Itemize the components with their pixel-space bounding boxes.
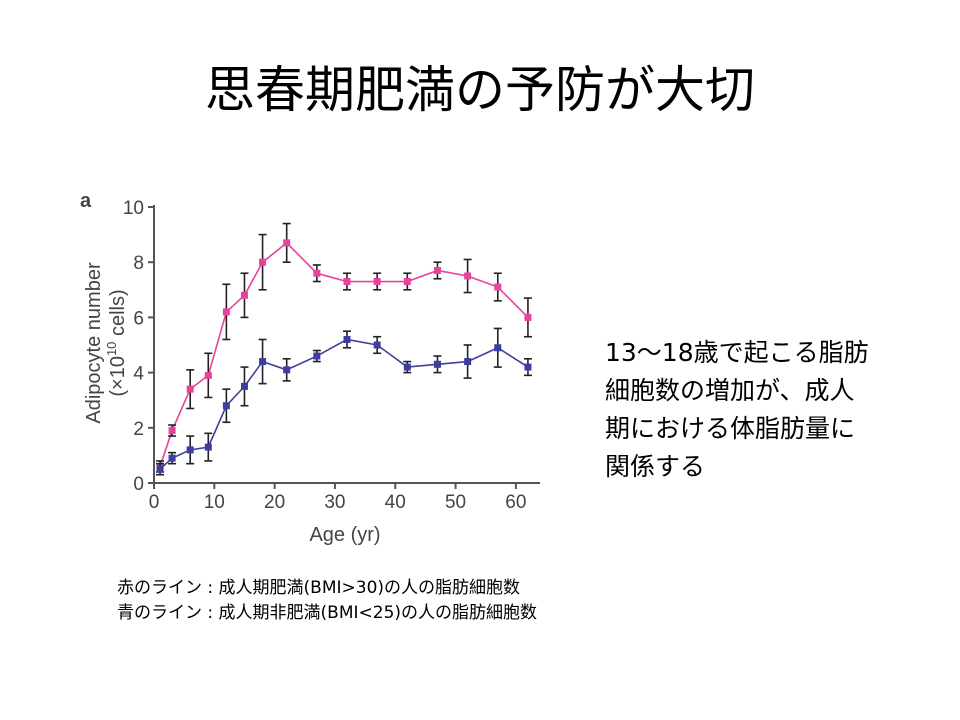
y-axis-title-line1: Adipocyte number	[83, 262, 105, 424]
side-note-line: 細胞数の増加が、成人	[605, 376, 855, 405]
data-point	[464, 358, 472, 366]
legend-line-red: 赤のライン : 成人期肥満(BMI>30)の人の脂肪細胞数	[117, 578, 521, 598]
x-axis-title: Age (yr)	[309, 524, 380, 546]
data-point	[222, 402, 230, 410]
slide-title: 思春期肥満の予防が大切	[205, 61, 755, 119]
y-tick-label: 6	[133, 308, 144, 329]
data-point	[433, 360, 441, 368]
data-point	[524, 313, 532, 321]
data-point	[240, 382, 248, 390]
legend-note: 赤のライン : 成人期肥満(BMI>30)の人の脂肪細胞数 青のライン : 成人…	[117, 576, 537, 626]
data-point	[403, 363, 411, 371]
plot-area: 0 2 4 6 8 10 0 10 20 30 40 50 60	[123, 198, 540, 513]
data-point	[343, 278, 351, 286]
data-point	[186, 446, 194, 454]
data-point	[343, 335, 351, 343]
series-line-0	[159, 241, 529, 467]
y-tick-label: 8	[133, 253, 144, 274]
panel-label: a	[80, 190, 92, 212]
x-tick-label: 0	[149, 492, 160, 513]
data-point	[259, 258, 267, 266]
x-tick-label: 20	[264, 492, 285, 513]
data-point	[524, 363, 532, 371]
data-point	[313, 269, 321, 277]
data-point	[433, 266, 441, 274]
data-point	[222, 308, 230, 316]
adipocyte-chart: a Adipocyte number (×1010 cells) 0 2 4 6 8 10…	[80, 190, 540, 546]
data-point	[168, 454, 176, 462]
data-point	[283, 239, 291, 247]
side-note-line: 期における体脂肪量に	[605, 414, 856, 443]
y-tick-label: 2	[133, 419, 144, 440]
data-point	[403, 278, 411, 286]
y-axis-title: Adipocyte number (×1010 cells)	[83, 262, 129, 424]
data-point	[259, 358, 267, 366]
side-note-line: 関係する	[605, 452, 706, 481]
data-point	[313, 352, 321, 360]
data-point	[494, 283, 502, 291]
data-point	[373, 278, 381, 286]
y-tick-label: 0	[133, 474, 144, 495]
data-point	[494, 344, 502, 352]
data-point	[204, 443, 212, 451]
data-point	[168, 427, 176, 435]
legend-line-blue: 青のライン : 成人期非肥満(BMI<25)の人の脂肪細胞数	[117, 603, 538, 623]
x-tick-label: 60	[505, 492, 526, 513]
x-tick-label: 10	[204, 492, 225, 513]
series-line-1	[159, 338, 529, 470]
side-note: 13～18歳で起こる脂肪 細胞数の増加が、成人 期における体脂肪量に 関係する	[605, 334, 935, 486]
x-tick-label: 50	[445, 492, 466, 513]
y-tick-label: 4	[133, 364, 144, 385]
y-axis-title-line2: (×1010 cells)	[104, 289, 129, 396]
data-point	[240, 291, 248, 299]
data-point	[283, 366, 291, 374]
data-point	[464, 272, 472, 280]
data-point	[373, 341, 381, 349]
data-point	[204, 371, 212, 379]
data-point	[186, 385, 194, 393]
y-tick-label: 10	[123, 198, 144, 219]
side-note-line: 13～18歳で起こる脂肪	[605, 338, 869, 367]
data-point	[156, 465, 164, 473]
x-tick-label: 40	[385, 492, 406, 513]
x-tick-label: 30	[324, 492, 345, 513]
